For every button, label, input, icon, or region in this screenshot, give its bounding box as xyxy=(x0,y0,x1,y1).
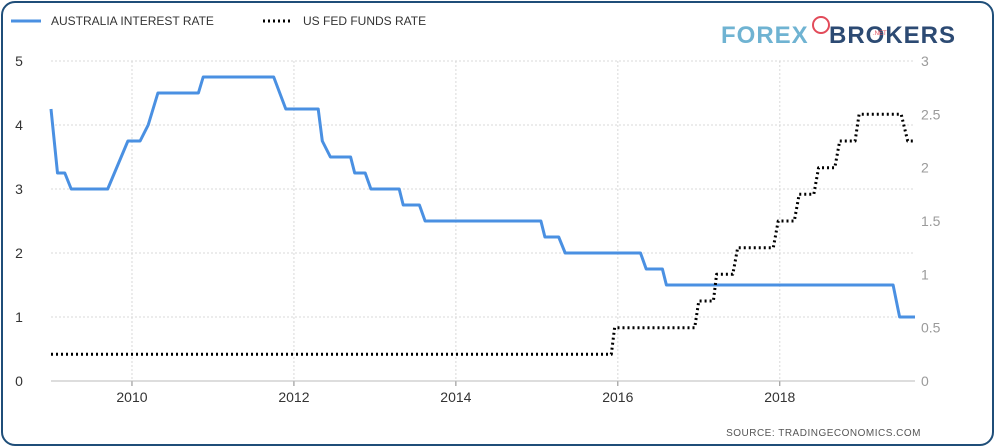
legend-label-usfed: US FED FUNDS RATE xyxy=(303,14,426,28)
series-line-australia xyxy=(49,75,915,319)
legend: AUSTRALIA INTEREST RATE US FED FUNDS RAT… xyxy=(11,14,426,28)
y-left-tick-label: 3 xyxy=(15,181,23,197)
logo-text-brokers: BROKERS xyxy=(829,22,956,49)
legend-label-australia: AUSTRALIA INTEREST RATE xyxy=(51,14,214,28)
series-layer xyxy=(49,75,915,356)
axis-ticks: 0 1 2 3 4 5 0 0.5 1 1.5 2 2.5 3 2010 2012 2014 2016 2018 xyxy=(15,53,941,405)
y-right-tick-label: 3 xyxy=(921,53,929,69)
y-left-tick-label: 5 xyxy=(15,53,23,69)
y-left-tick-label: 0 xyxy=(15,373,23,389)
logo-badge: .NET xyxy=(873,31,887,37)
x-tick-label: 2018 xyxy=(764,389,795,405)
series-line-usfed xyxy=(51,112,915,356)
y-left-tick-label: 1 xyxy=(15,309,23,325)
y-right-tick-label: 1.5 xyxy=(921,213,941,229)
y-right-tick-label: 2 xyxy=(921,160,929,176)
forexbrokers-logo: FOREX BROKERS .NET xyxy=(721,16,956,49)
y-right-tick-label: 0.5 xyxy=(921,320,941,336)
x-tick-label: 2010 xyxy=(116,389,147,405)
y-right-tick-label: 0 xyxy=(921,373,929,389)
x-tick-label: 2014 xyxy=(440,389,471,405)
source-attribution: SOURCE: TRADINGECONOMICS.COM xyxy=(726,428,921,439)
y-right-tick-label: 2.5 xyxy=(921,106,941,122)
logo-text-forex: FOREX xyxy=(721,22,809,49)
interest-rate-chart: AUSTRALIA INTEREST RATE US FED FUNDS RAT… xyxy=(11,14,956,439)
y-right-tick-label: 1 xyxy=(921,266,929,282)
y-left-tick-label: 2 xyxy=(15,245,23,261)
x-tick-label: 2016 xyxy=(602,389,633,405)
x-tick-label: 2012 xyxy=(278,389,309,405)
y-left-tick-label: 4 xyxy=(15,117,23,133)
logo-globe-icon xyxy=(812,16,830,34)
